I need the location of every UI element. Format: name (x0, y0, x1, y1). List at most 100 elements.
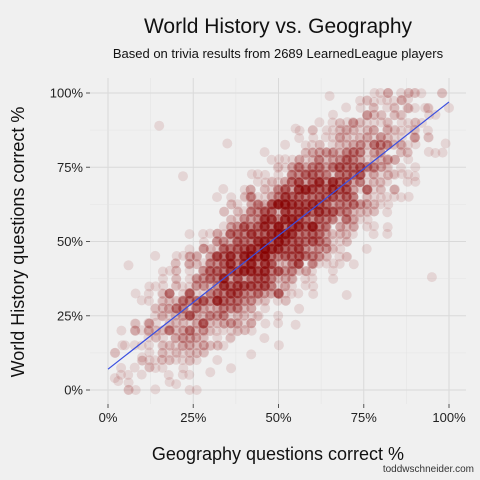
data-point (198, 318, 209, 329)
data-point (171, 251, 182, 261)
data-point (246, 266, 256, 277)
data-point (185, 310, 196, 321)
data-point (273, 221, 284, 232)
data-point (321, 184, 332, 195)
data-point (266, 207, 277, 218)
data-point (239, 229, 250, 240)
data-point (239, 213, 249, 224)
data-point (349, 169, 360, 180)
data-point (273, 199, 284, 210)
data-point (129, 362, 140, 373)
data-point (321, 251, 332, 262)
data-point (410, 162, 421, 173)
data-point (279, 266, 290, 277)
data-point (341, 162, 352, 173)
data-point (362, 110, 373, 121)
data-point (355, 147, 366, 158)
data-point (212, 251, 223, 262)
data-point (259, 251, 270, 262)
data-point (307, 206, 317, 217)
data-point (219, 258, 230, 269)
data-point (287, 266, 298, 277)
data-point (273, 236, 284, 247)
data-point (327, 177, 338, 188)
data-point (307, 184, 318, 195)
data-point (321, 199, 332, 210)
data-point (382, 176, 393, 187)
data-point (225, 251, 236, 261)
data-point (239, 288, 250, 299)
data-point (342, 147, 352, 158)
data-point (260, 221, 271, 232)
data-point (204, 310, 215, 321)
data-point (341, 184, 352, 195)
data-point (218, 288, 229, 299)
data-point (369, 139, 380, 150)
data-point (349, 221, 359, 232)
data-point (280, 199, 291, 210)
data-point (260, 244, 271, 254)
data-point (198, 332, 209, 343)
data-point (308, 258, 319, 269)
data-point (164, 288, 175, 299)
data-point (383, 132, 394, 143)
data-point (321, 214, 332, 225)
data-point (375, 147, 386, 158)
data-point (252, 228, 263, 239)
data-point (239, 243, 250, 254)
data-point (245, 191, 256, 202)
data-point (280, 273, 291, 284)
data-point (293, 199, 304, 210)
data-point (177, 281, 188, 292)
data-point (266, 274, 277, 284)
data-point (246, 281, 257, 292)
data-point (233, 251, 244, 262)
data-point (280, 235, 291, 246)
data-point (286, 207, 297, 218)
data-point (226, 251, 237, 262)
data-point (300, 251, 311, 262)
data-point (226, 192, 237, 203)
data-point (294, 251, 305, 262)
data-point (382, 155, 393, 166)
data-point (307, 161, 318, 172)
data-point (239, 280, 250, 291)
data-point (382, 102, 393, 113)
data-point (266, 258, 277, 269)
data-point (232, 221, 243, 232)
data-point (245, 191, 256, 202)
data-point (287, 154, 298, 165)
data-point (300, 207, 311, 217)
data-point (361, 162, 372, 173)
data-point (273, 310, 284, 321)
data-point (259, 250, 270, 261)
data-point (266, 265, 277, 276)
data-point (185, 303, 195, 314)
data-point (267, 244, 278, 255)
data-point (252, 176, 263, 187)
data-point (334, 132, 345, 143)
data-point (334, 169, 345, 180)
data-point (212, 265, 223, 276)
data-point (403, 88, 414, 98)
data-point (321, 155, 332, 165)
data-point (177, 355, 188, 366)
data-point (409, 88, 420, 98)
data-point (245, 192, 256, 203)
data-point (294, 237, 304, 247)
data-point (226, 303, 237, 314)
data-point (280, 184, 291, 195)
data-point (260, 251, 271, 262)
data-point (287, 199, 298, 210)
data-point (232, 274, 243, 284)
data-point (219, 296, 230, 307)
data-point (341, 214, 352, 225)
data-point (307, 236, 318, 246)
data-point (280, 199, 291, 210)
data-point (232, 221, 243, 232)
data-point (225, 258, 236, 269)
data-point (253, 258, 263, 269)
data-point (362, 147, 373, 158)
data-point (143, 325, 154, 336)
data-point (226, 214, 237, 225)
